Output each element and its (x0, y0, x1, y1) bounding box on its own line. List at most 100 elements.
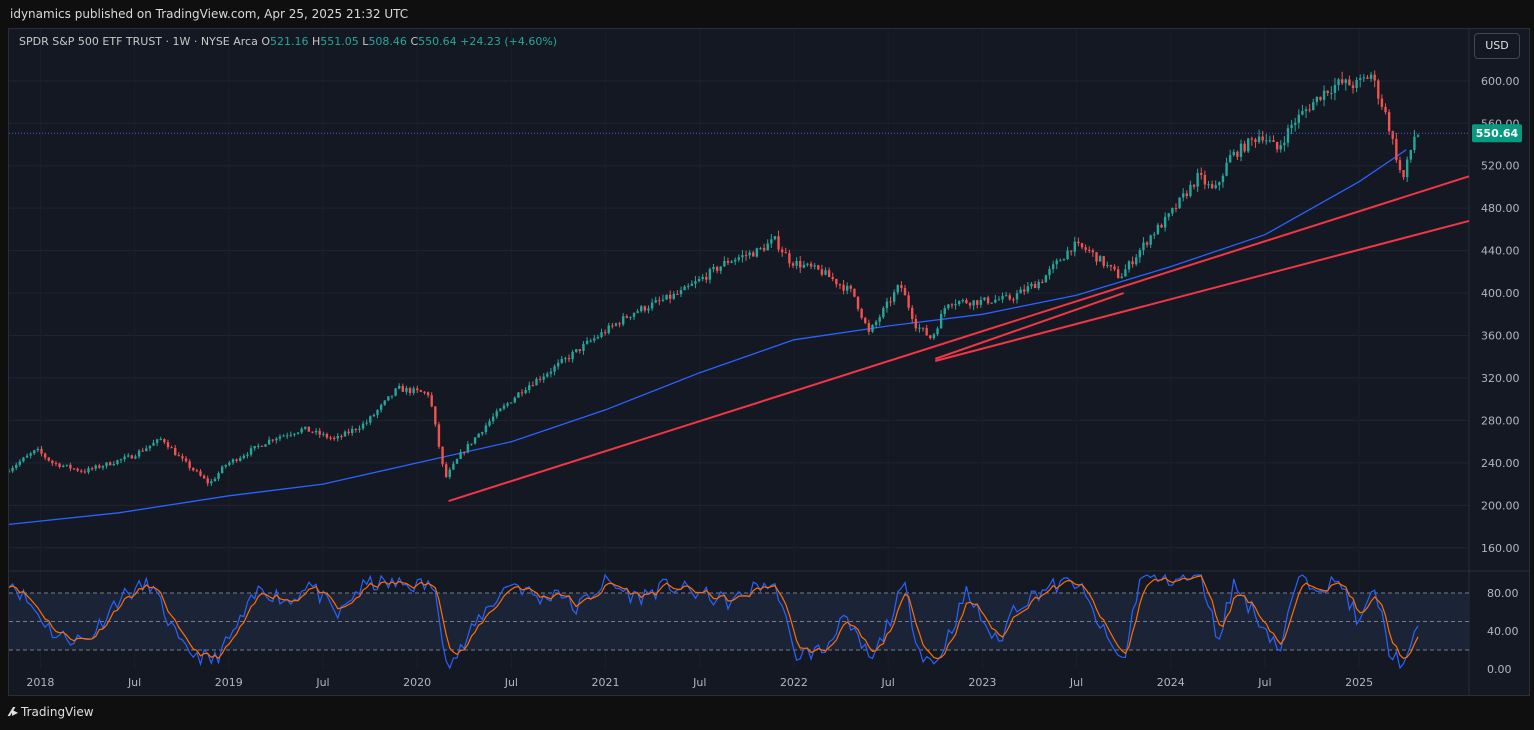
candle-body (1181, 193, 1185, 198)
chart-panel[interactable]: 600.00 560.00 520.00 480.00 440.00 400.00 360.… (8, 28, 1530, 696)
candle-body (997, 299, 1001, 301)
candle-body (1001, 295, 1004, 300)
candle-body (524, 389, 527, 394)
candle-body (1409, 149, 1413, 160)
candle-body (33, 450, 36, 454)
price-tick-label: 480.00 (1481, 202, 1520, 215)
candle-body (1348, 79, 1351, 86)
candle-body (1232, 151, 1235, 156)
candle-body (1073, 241, 1077, 252)
candle-body (650, 302, 654, 309)
candle-body (668, 294, 672, 299)
candle-body (184, 458, 188, 462)
candle-body (466, 444, 470, 453)
candle-body (575, 349, 578, 352)
candle-body (1326, 90, 1329, 94)
candle-body (683, 286, 686, 291)
candle-body (202, 475, 206, 479)
candle-body (506, 403, 509, 406)
candle-body (1178, 197, 1181, 209)
candle-body (1008, 295, 1011, 300)
candle-body (853, 288, 856, 297)
candle-body (343, 431, 347, 437)
candle-body (896, 285, 899, 293)
candle-body (1247, 138, 1250, 152)
candle-body (36, 448, 40, 451)
candle-body (1413, 136, 1416, 150)
candle-body (116, 460, 119, 465)
candle-body (69, 464, 72, 469)
candle-body (611, 325, 614, 327)
time-tick-label: Jul (127, 676, 141, 689)
candle-body (108, 462, 112, 466)
candle-body (1398, 160, 1402, 171)
candle-body (1293, 122, 1297, 125)
candle-body (1283, 142, 1286, 146)
candle-body (210, 481, 213, 484)
candle-body (130, 455, 134, 459)
tradingview-brand[interactable]: ⁄⁄▸ TradingView (10, 705, 94, 719)
candle-body (1265, 140, 1268, 142)
candle-body (679, 290, 683, 295)
candle-body (1200, 172, 1203, 175)
candle-body (195, 470, 199, 472)
candle-body (40, 448, 43, 454)
candle-body (882, 308, 885, 318)
candle-body (799, 261, 802, 268)
candle-body (1359, 78, 1362, 80)
candle-body (141, 450, 144, 452)
candle-body (939, 313, 943, 329)
candle-body (1355, 79, 1358, 89)
time-tick-label: Jul (504, 676, 518, 689)
candle-body (401, 385, 405, 392)
candle-body (408, 388, 412, 393)
candle-body (430, 395, 433, 407)
candle-body (499, 408, 502, 412)
candle-body (434, 406, 437, 425)
oscillator-d-line (9, 575, 1419, 660)
candle-body (538, 378, 542, 380)
candle-body (654, 300, 657, 303)
candle-body (856, 296, 860, 309)
candle-body (1286, 128, 1290, 143)
candle-body (145, 448, 148, 452)
candle-body (336, 436, 339, 439)
candle-body (943, 308, 946, 314)
candle-body (1062, 259, 1066, 261)
candle-body (885, 301, 889, 309)
price-tick-label: 520.00 (1481, 160, 1520, 173)
candle-body (892, 292, 896, 302)
candle-body (166, 442, 170, 448)
candle-body (1109, 264, 1113, 267)
candle-body (780, 249, 784, 253)
candle-body (304, 426, 307, 429)
candle-body (542, 376, 545, 380)
candle-body (253, 446, 256, 449)
candle-body (484, 425, 488, 433)
candle-body (318, 430, 321, 435)
candle-body (332, 438, 336, 440)
candle-body (802, 264, 806, 268)
candle-body (1322, 90, 1326, 100)
currency-button[interactable]: USD (1474, 33, 1520, 59)
candle-body (918, 327, 921, 329)
candle-body (1369, 74, 1373, 79)
candle-body (849, 285, 853, 289)
candle-body (723, 260, 726, 267)
candle-body (661, 299, 665, 301)
candle-body (625, 316, 629, 318)
candle-body (1098, 256, 1102, 262)
time-tick-label: Jul (1257, 676, 1271, 689)
candle-body (925, 328, 928, 336)
candle-body (1149, 235, 1152, 245)
candle-body (264, 444, 267, 447)
candle-body (491, 416, 495, 422)
candle-body (860, 308, 863, 318)
low-value: 508.46 (368, 35, 407, 48)
price-chart[interactable]: 600.00560.00520.00480.00440.00400.00360.… (9, 29, 1529, 695)
candle-body (11, 467, 14, 472)
candle-body (589, 340, 592, 342)
candle-body (712, 266, 715, 270)
candle-body (1301, 111, 1304, 115)
candle-body (397, 385, 401, 389)
